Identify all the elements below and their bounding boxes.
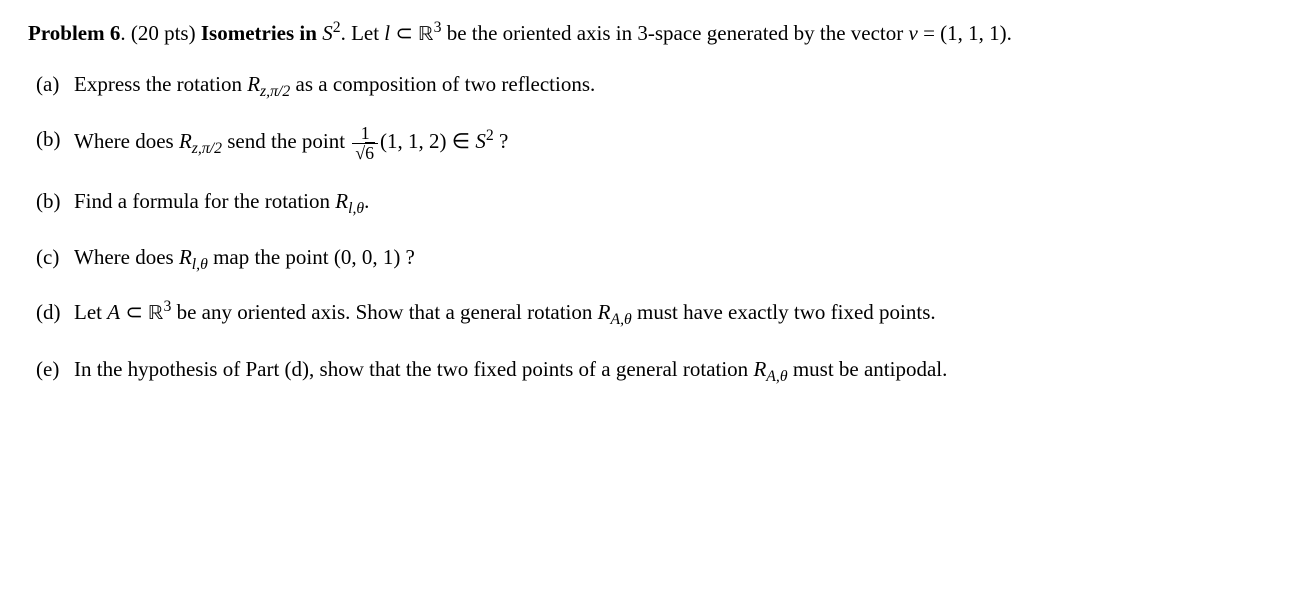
part-a-body: Express the rotation Rz,π/2 as a composi… xyxy=(74,69,1274,101)
part-c-body: Where does Rl,θ map the point (0, 0, 1) … xyxy=(74,242,1274,274)
part-b2-text-1: Find a formula for the rotation xyxy=(74,189,335,213)
part-d-rot-sub: A,θ xyxy=(610,312,631,329)
part-b1-point: (1, 1, 2) ∈ xyxy=(380,129,475,153)
part-a: (a) Express the rotation Rz,π/2 as a com… xyxy=(28,69,1274,101)
part-b2-body: Find a formula for the rotation Rl,θ. xyxy=(74,186,1274,218)
part-d-text-2: be any oriented axis. Show that a genera… xyxy=(171,300,597,324)
part-b2-text-2: . xyxy=(364,189,369,213)
part-e-label: (e) xyxy=(36,354,74,386)
intro-text-2: be the oriented axis in 3-space generate… xyxy=(441,21,908,45)
part-d-body: Let A ⊂ ℝ3 be any oriented axis. Show th… xyxy=(74,297,1274,330)
reals-symbol: ℝ xyxy=(418,24,433,45)
problem-points: (20 pts) xyxy=(131,21,196,45)
part-b1-rot-sub: z,π/2 xyxy=(192,140,222,157)
part-d-label: (d) xyxy=(36,297,74,330)
part-a-rot: R xyxy=(247,72,260,96)
part-c-rot: R xyxy=(179,245,192,269)
part-a-text-1: Express the rotation xyxy=(74,72,247,96)
part-a-text-2: as a composition of two reflections. xyxy=(290,72,595,96)
part-d-subset: ⊂ xyxy=(120,300,148,324)
part-c-text-1: Where does xyxy=(74,245,179,269)
intro-text-3: = (1, 1, 1). xyxy=(918,21,1012,45)
intro-var-v: v xyxy=(909,21,918,45)
part-d-text-1: Let xyxy=(74,300,107,324)
part-a-label: (a) xyxy=(36,69,74,101)
part-e-rot-sub: A,θ xyxy=(766,368,787,385)
part-b2-label: (b) xyxy=(36,186,74,218)
part-b1-text-1: Where does xyxy=(74,129,179,153)
problem-number-dot: . xyxy=(120,21,131,45)
part-b1-text-3: ? xyxy=(494,129,509,153)
part-c-label: (c) xyxy=(36,242,74,274)
part-b1-fraction: 1√6 xyxy=(352,124,378,162)
part-e: (e) In the hypothesis of Part (d), show … xyxy=(28,354,1274,386)
problem-title: Isometries in xyxy=(201,21,317,45)
problem-number: Problem 6 xyxy=(28,21,120,45)
part-d-var-a: A xyxy=(107,300,120,324)
part-c-text-2: map the point (0, 0, 1) ? xyxy=(208,245,415,269)
part-b1: (b) Where does Rz,π/2 send the point 1√6… xyxy=(28,124,1274,162)
part-b1-label: (b) xyxy=(36,124,74,162)
part-a-rot-sub: z,π/2 xyxy=(260,83,290,100)
problem-header: Problem 6. (20 pts) Isometries in S2. Le… xyxy=(28,18,1274,51)
title-space-S: S xyxy=(322,21,333,45)
part-b1-text-2: send the point xyxy=(222,129,350,153)
part-b2-rot: R xyxy=(335,189,348,213)
part-d-reals: ℝ xyxy=(148,303,163,324)
frac-den: √6 xyxy=(352,144,378,163)
part-b1-body: Where does Rz,π/2 send the point 1√6(1, … xyxy=(74,124,1274,162)
part-e-rot: R xyxy=(753,357,766,381)
part-c-rot-sub: l,θ xyxy=(192,256,208,273)
part-e-text-1: In the hypothesis of Part (d), show that… xyxy=(74,357,753,381)
frac-num: 1 xyxy=(352,124,378,144)
part-c: (c) Where does Rl,θ map the point (0, 0,… xyxy=(28,242,1274,274)
part-b1-space-exp: 2 xyxy=(486,127,494,144)
subset-symbol: ⊂ xyxy=(390,21,418,45)
title-space-exp: 2 xyxy=(333,19,341,36)
part-b2-rot-sub: l,θ xyxy=(348,201,364,218)
part-e-body: In the hypothesis of Part (d), show that… xyxy=(74,354,1274,386)
part-d: (d) Let A ⊂ ℝ3 be any oriented axis. Sho… xyxy=(28,297,1274,330)
part-e-text-2: must be antipodal. xyxy=(788,357,948,381)
intro-text-1: . Let xyxy=(341,21,385,45)
part-d-rot: R xyxy=(598,300,611,324)
part-d-text-3: must have exactly two fixed points. xyxy=(632,300,936,324)
part-b1-space: S xyxy=(475,129,486,153)
part-b2: (b) Find a formula for the rotation Rl,θ… xyxy=(28,186,1274,218)
part-b1-rot: R xyxy=(179,129,192,153)
